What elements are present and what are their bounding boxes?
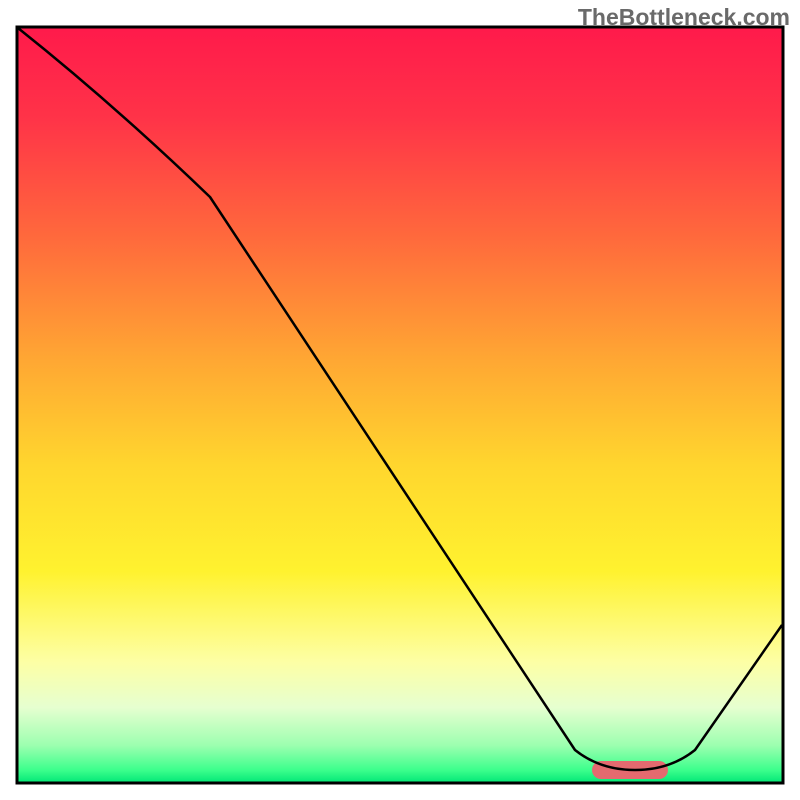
chart-container: TheBottleneck.com [0, 0, 800, 800]
plot-background [17, 27, 783, 783]
chart-svg [0, 0, 800, 800]
watermark-text: TheBottleneck.com [578, 4, 790, 31]
